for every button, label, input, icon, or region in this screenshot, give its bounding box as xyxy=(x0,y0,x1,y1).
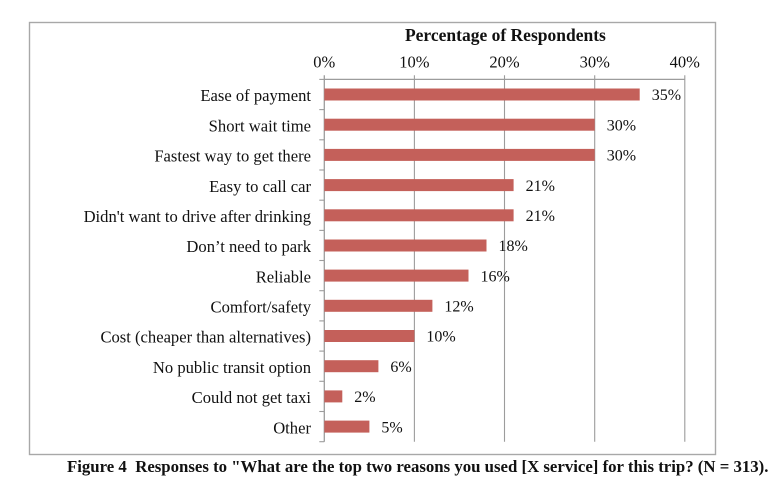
svg-text:10%: 10% xyxy=(426,329,455,346)
svg-text:30%: 30% xyxy=(607,117,636,134)
svg-text:Didn't want to drive after dri: Didn't want to drive after drinking xyxy=(84,207,311,226)
svg-text:Could not get taxi: Could not get taxi xyxy=(192,388,312,407)
svg-text:30%: 30% xyxy=(580,52,611,71)
svg-text:Cost (cheaper than alternative: Cost (cheaper than alternatives) xyxy=(100,328,311,347)
svg-text:Comfort/safety: Comfort/safety xyxy=(211,298,312,317)
svg-text:16%: 16% xyxy=(481,268,510,285)
svg-text:35%: 35% xyxy=(652,87,681,104)
svg-text:6%: 6% xyxy=(390,359,411,376)
svg-text:0%: 0% xyxy=(313,52,335,71)
svg-text:20%: 20% xyxy=(489,52,520,71)
svg-text:Fastest way to get there: Fastest way to get there xyxy=(154,147,311,166)
svg-text:Ease of payment: Ease of payment xyxy=(200,86,311,105)
svg-text:Don’t need to park: Don’t need to park xyxy=(186,237,311,256)
svg-text:21%: 21% xyxy=(526,178,555,195)
svg-text:5%: 5% xyxy=(381,419,402,436)
svg-text:Other: Other xyxy=(273,418,311,437)
svg-text:30%: 30% xyxy=(607,148,636,165)
svg-text:2%: 2% xyxy=(354,389,375,406)
svg-text:Figure 4 Responses to "What a: Figure 4 Responses to "What are the top … xyxy=(67,457,768,476)
svg-text:40%: 40% xyxy=(670,52,701,71)
svg-text:10%: 10% xyxy=(399,52,430,71)
svg-text:21%: 21% xyxy=(526,208,555,225)
svg-text:No public transit option: No public transit option xyxy=(153,358,312,377)
svg-text:12%: 12% xyxy=(444,299,473,316)
svg-text:Easy to call car: Easy to call car xyxy=(209,177,311,196)
svg-text:Reliable: Reliable xyxy=(256,267,311,286)
svg-text:Short wait time: Short wait time xyxy=(209,116,311,135)
svg-text:Percentage of Respondents: Percentage of Respondents xyxy=(405,25,606,45)
svg-text:18%: 18% xyxy=(499,238,528,255)
